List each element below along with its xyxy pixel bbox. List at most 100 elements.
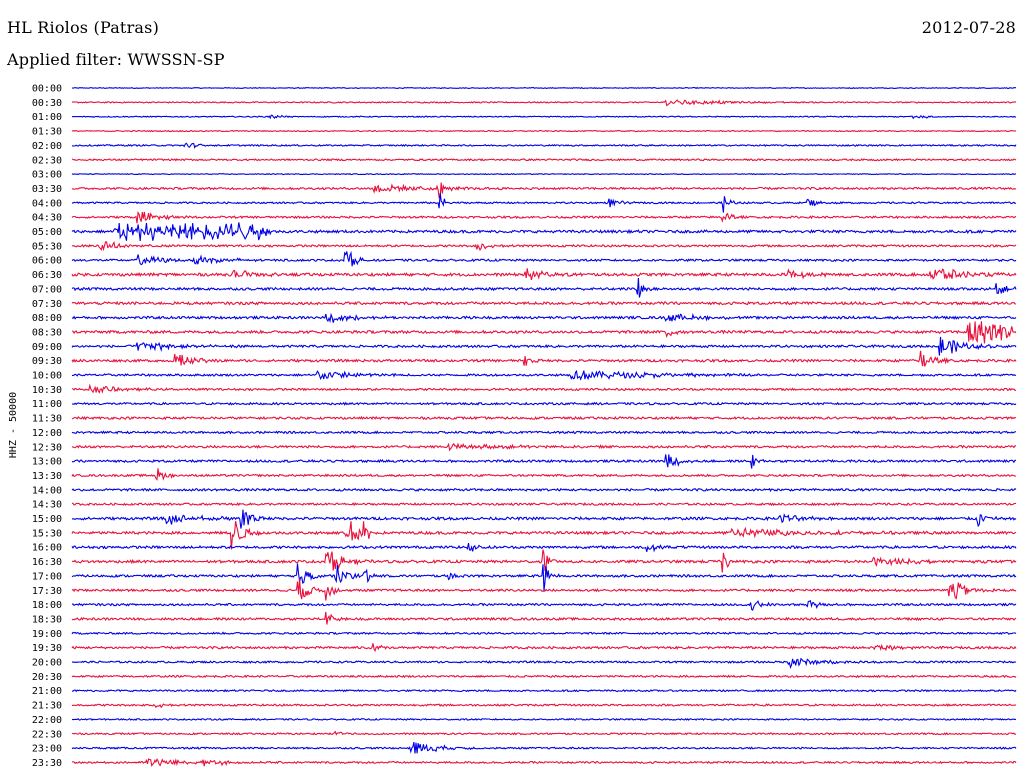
trace-row-2000 [71,657,1017,670]
row-time-label: 01:00 [32,112,62,123]
row-time-label: 12:30 [32,442,62,453]
row-time-label: 10:00 [32,371,62,382]
row-time-label: 06:00 [32,256,62,267]
trace-row-1330 [71,468,1017,481]
trace-row-0000 [71,86,1017,90]
trace-row-0900 [71,336,1017,356]
trace-row-1700 [71,563,1017,591]
row-time-label: 13:30 [32,471,62,482]
trace-row-1530 [71,520,1017,550]
row-time-label: 03:30 [32,184,62,195]
station-title: HL Riolos (Patras) [7,18,160,37]
trace-row-0430 [71,210,1017,224]
row-time-label: 06:30 [32,270,62,281]
row-time-label: 03:00 [32,170,62,181]
row-time-label: 00:00 [32,84,62,95]
trace-row-1100 [71,401,1017,406]
trace-row-1930 [71,643,1017,653]
row-time-label: 02:00 [32,141,62,152]
trace-row-0530 [71,241,1017,252]
row-time-label: 21:30 [32,701,62,712]
row-time-label: 21:00 [32,686,62,697]
trace-row-0830 [71,321,1017,344]
row-time-label: 17:00 [32,571,62,582]
row-time-label: 11:30 [32,414,62,425]
row-time-label: 19:00 [32,629,62,640]
trace-row-1600 [71,542,1017,553]
row-time-label: 08:30 [32,327,62,338]
trace-row-1630 [72,549,1017,573]
y-axis-label: HHZ - 50000 [8,392,19,458]
trace-row-0730 [71,300,1017,306]
row-time-label: 04:30 [32,213,62,224]
trace-row-0930 [71,350,1017,367]
row-time-label: 10:30 [32,385,62,396]
row-time-label: 07:00 [32,284,62,295]
row-time-label: 15:00 [32,514,62,525]
trace-row-1200 [71,430,1017,435]
trace-row-1800 [71,600,1017,611]
row-time-label: 05:00 [32,227,62,238]
trace-row-1130 [71,415,1017,421]
row-time-label: 00:30 [32,98,62,109]
trace-row-2300 [71,741,1017,754]
trace-row-1400 [71,487,1017,493]
row-time-label: 09:30 [32,356,62,367]
trace-row-0200 [71,142,1017,149]
row-time-label: 16:30 [32,557,62,568]
trace-group [71,86,1017,767]
trace-row-1300 [71,454,1017,469]
trace-row-2230 [72,730,1017,736]
row-time-label: 22:00 [32,715,62,726]
row-time-label: 18:30 [32,614,62,625]
row-time-label: 16:00 [32,543,62,554]
row-time-label: 04:00 [32,198,62,209]
tick-label-group: 00:00 00:30 01:00 01:30 02:00 02:30 03:00 03:30… [32,84,62,769]
row-time-label: 18:00 [32,600,62,611]
row-time-label: 19:30 [32,643,62,654]
row-time-label: 11:00 [32,399,62,410]
row-time-label: 02:30 [32,155,62,166]
trace-row-1730 [71,578,1017,601]
row-time-label: 22:30 [32,729,62,740]
row-time-label: 13:00 [32,457,62,468]
trace-row-1900 [71,631,1017,636]
trace-row-0030 [71,99,1016,107]
row-time-label: 09:00 [32,342,62,353]
row-time-label: 20:30 [32,672,62,683]
trace-row-0130 [71,129,1016,133]
trace-row-0330 [71,182,1017,199]
date-label: 2012-07-28 [921,18,1016,37]
trace-row-1030 [71,383,1016,394]
row-time-label: 20:00 [32,658,62,669]
trace-row-2130 [71,703,1017,709]
row-time-label: 05:30 [32,241,62,252]
trace-row-2200 [71,717,1017,721]
row-time-label: 12:00 [32,428,62,439]
row-time-label: 15:30 [32,528,62,539]
trace-row-0700 [71,277,1017,298]
trace-row-1000 [72,369,1016,381]
filter-label: Applied filter: WWSSN-SP [7,50,225,69]
trace-row-2100 [71,688,1017,693]
trace-row-1830 [71,611,1017,625]
row-time-label: 07:30 [32,299,62,310]
row-time-label: 23:30 [32,758,62,769]
trace-row-0630 [71,268,1017,281]
row-time-label: 14:00 [32,485,62,496]
trace-row-1500 [71,509,1017,529]
trace-row-2330 [72,757,1017,767]
trace-row-0800 [71,312,1017,324]
trace-row-0100 [71,114,1017,120]
trace-row-2030 [71,674,1017,679]
trace-row-1430 [72,502,1017,507]
trace-row-0500 [71,222,1017,242]
trace-row-0300 [71,173,1017,176]
row-time-label: 01:30 [32,127,62,138]
trace-row-0230 [71,158,1017,162]
trace-row-0400 [72,192,1017,213]
row-time-label: 23:00 [32,744,62,755]
trace-row-0600 [71,250,1017,267]
trace-row-1230 [71,442,1016,452]
